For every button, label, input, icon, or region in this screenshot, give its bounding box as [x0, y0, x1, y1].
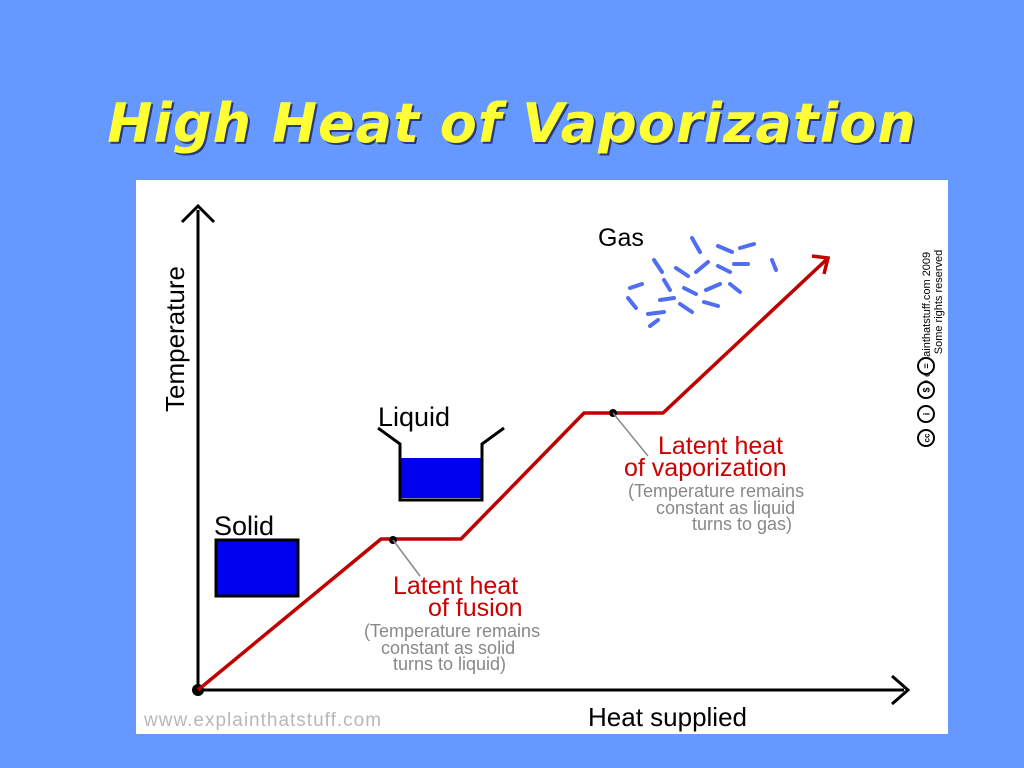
copyright-line1: © explainthatstuff.com 2009: [921, 252, 933, 388]
vaporization-leader-line: [612, 412, 649, 457]
slide-title: High Heat of Vaporization: [107, 92, 917, 155]
y-axis-arrowhead: [180, 203, 216, 224]
vaporization-note-line1: (Temperature remains: [628, 481, 804, 501]
svg-text:=: =: [922, 363, 932, 368]
svg-text:$: $: [922, 387, 932, 392]
x-axis-arrowhead: [891, 674, 911, 706]
vaporization-title-line2: of vaporization: [624, 454, 787, 482]
creative-commons-icons: cc i $ =: [917, 357, 935, 447]
fusion-title-line2: of fusion: [428, 594, 523, 622]
liquid-fill: [400, 458, 482, 498]
solid-label: Solid: [214, 511, 274, 541]
heating-curve-diagram: Temperature Heat supplied www.explaintha…: [143, 203, 945, 732]
liquid-label: Liquid: [378, 402, 450, 432]
website-label: www.explainthatstuff.com: [143, 710, 382, 731]
attribution-icon: i: [917, 405, 935, 423]
heating-curve: [196, 258, 828, 692]
gas-particles: [626, 236, 778, 328]
diagram-panel: Temperature Heat supplied www.explaintha…: [136, 180, 948, 734]
vaporization-note-line2: constant as liquid: [656, 498, 795, 518]
fusion-note-line3: turns to liquid): [393, 654, 506, 674]
fusion-note-line2: constant as solid: [381, 638, 515, 658]
no-derivatives-icon: =: [917, 357, 935, 375]
liquid-beaker: [377, 426, 505, 502]
svg-text:cc: cc: [923, 433, 932, 442]
fusion-note-line1: (Temperature remains: [364, 621, 540, 641]
fusion-leader-line: [392, 539, 421, 577]
vaporization-note-line3: turns to gas): [692, 514, 792, 534]
gas-label: Gas: [598, 224, 644, 252]
cc-icon: cc: [917, 429, 935, 447]
copyright-line2: Some rights reserved: [933, 250, 945, 355]
svg-text:i: i: [922, 413, 932, 416]
fusion-title-line1: Latent heat: [393, 572, 518, 600]
noncommercial-icon: $: [917, 381, 935, 399]
x-axis-label: Heat supplied: [588, 702, 747, 732]
y-axis-label: Temperature: [160, 266, 190, 412]
solid-block: [214, 538, 300, 598]
heating-curve-arrowhead: [811, 254, 831, 275]
vaporization-title-line1: Latent heat: [658, 432, 783, 460]
